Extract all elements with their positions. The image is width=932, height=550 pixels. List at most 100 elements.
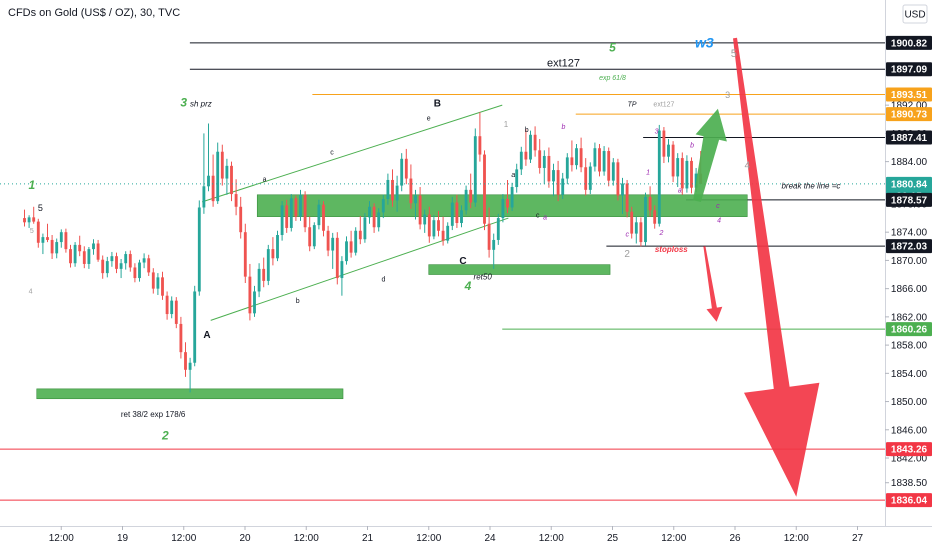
candle-body bbox=[496, 218, 500, 240]
wave-label: a bbox=[263, 176, 267, 183]
candle-body bbox=[92, 243, 95, 250]
x-tick-label: 12:00 bbox=[171, 533, 196, 544]
candle bbox=[625, 179, 629, 218]
support-zone[interactable] bbox=[428, 264, 611, 275]
candle bbox=[335, 232, 339, 285]
candle-body bbox=[639, 222, 643, 243]
candle-body bbox=[174, 300, 178, 324]
candle-body bbox=[220, 151, 224, 179]
candle bbox=[303, 191, 307, 233]
candle bbox=[506, 179, 509, 214]
y-tick-label: 1842.00 bbox=[891, 454, 928, 465]
candle-body bbox=[552, 170, 555, 182]
candle-body bbox=[32, 217, 36, 222]
candle bbox=[611, 158, 615, 186]
price-tag[interactable]: 1872.03 bbox=[886, 239, 932, 254]
wave-label: w3 bbox=[695, 34, 714, 50]
price-tag-bg bbox=[886, 62, 932, 77]
candle bbox=[404, 148, 408, 185]
candle-body bbox=[547, 155, 551, 182]
wave-label: sh prz bbox=[190, 100, 212, 109]
price-tag[interactable]: 1900.82 bbox=[886, 35, 932, 50]
small-red-arrow[interactable] bbox=[703, 246, 723, 322]
candle bbox=[294, 195, 298, 221]
candle-body bbox=[202, 186, 206, 208]
candle bbox=[680, 152, 684, 195]
channel-line[interactable] bbox=[201, 104, 503, 203]
candle bbox=[547, 147, 551, 188]
candle bbox=[529, 130, 532, 164]
wave-label: 2 bbox=[161, 429, 169, 443]
candle-body bbox=[469, 189, 473, 203]
x-tick-label: 12:00 bbox=[49, 533, 74, 544]
price-tag-label: 1843.26 bbox=[891, 445, 928, 456]
candle bbox=[276, 230, 279, 262]
candle-body bbox=[294, 198, 298, 217]
wave-label: 1 bbox=[646, 169, 650, 176]
price-tag[interactable]: 1890.73 bbox=[886, 107, 932, 122]
price-tag[interactable]: 1887.41 bbox=[886, 130, 932, 145]
x-tick-label: 12:00 bbox=[784, 533, 809, 544]
y-tick-label: 1866.00 bbox=[891, 284, 928, 295]
price-tag[interactable]: 1843.26 bbox=[886, 442, 932, 457]
price-tag[interactable]: 1893.51 bbox=[886, 87, 932, 102]
candle-body bbox=[96, 243, 100, 260]
candle bbox=[27, 215, 31, 228]
wave-label: c bbox=[536, 212, 540, 219]
candle-body bbox=[473, 136, 477, 203]
candle-body bbox=[524, 151, 528, 160]
currency-label: USD bbox=[904, 10, 925, 21]
candle bbox=[496, 213, 500, 245]
price-tag[interactable]: 1836.04 bbox=[886, 493, 932, 508]
candle-body bbox=[657, 130, 661, 224]
candle-body bbox=[87, 249, 91, 264]
candle-body bbox=[151, 272, 155, 289]
candle-body bbox=[588, 166, 592, 190]
candle bbox=[36, 218, 40, 248]
wave-label: 1 bbox=[29, 178, 36, 192]
price-tag[interactable]: 1878.57 bbox=[886, 192, 932, 207]
green-arrow[interactable] bbox=[693, 108, 727, 202]
big-red-arrow[interactable] bbox=[733, 37, 820, 497]
candle bbox=[524, 129, 528, 166]
candle bbox=[78, 235, 82, 257]
price-tag-label: 1878.57 bbox=[891, 195, 928, 206]
price-tag[interactable]: 1897.09 bbox=[886, 62, 932, 77]
candle-body bbox=[556, 170, 560, 195]
candle bbox=[648, 186, 652, 217]
candle-body bbox=[138, 262, 141, 279]
candle bbox=[105, 256, 109, 278]
wave-label: 5 bbox=[30, 228, 34, 235]
candle-body bbox=[533, 134, 537, 151]
price-tag-label: 1836.04 bbox=[891, 496, 928, 507]
candle bbox=[312, 222, 316, 250]
candle bbox=[565, 153, 569, 185]
x-tick-label: 20 bbox=[239, 533, 251, 544]
candle bbox=[23, 209, 26, 227]
x-tick-label: 12:00 bbox=[294, 533, 319, 544]
candle-body bbox=[257, 268, 261, 292]
candle bbox=[588, 162, 592, 195]
candle bbox=[634, 216, 638, 244]
candle bbox=[616, 158, 620, 201]
price-tag[interactable]: 1860.26 bbox=[886, 322, 932, 337]
candle bbox=[391, 169, 394, 207]
channel-line[interactable] bbox=[210, 217, 509, 321]
candle-body bbox=[414, 195, 417, 204]
candle-body bbox=[561, 178, 565, 195]
candle bbox=[216, 142, 220, 204]
currency-badge[interactable] bbox=[902, 4, 928, 24]
candle-body bbox=[565, 157, 569, 179]
candle-body bbox=[73, 244, 77, 264]
candle bbox=[299, 189, 302, 221]
candle bbox=[570, 140, 574, 172]
candle bbox=[124, 251, 128, 270]
candle-body bbox=[299, 194, 302, 217]
candle bbox=[234, 179, 238, 216]
candle-body bbox=[506, 199, 509, 208]
wave-label: d bbox=[381, 277, 385, 284]
candle-body bbox=[676, 158, 680, 177]
candle-body bbox=[450, 202, 454, 226]
price-tag-bg bbox=[886, 107, 932, 122]
